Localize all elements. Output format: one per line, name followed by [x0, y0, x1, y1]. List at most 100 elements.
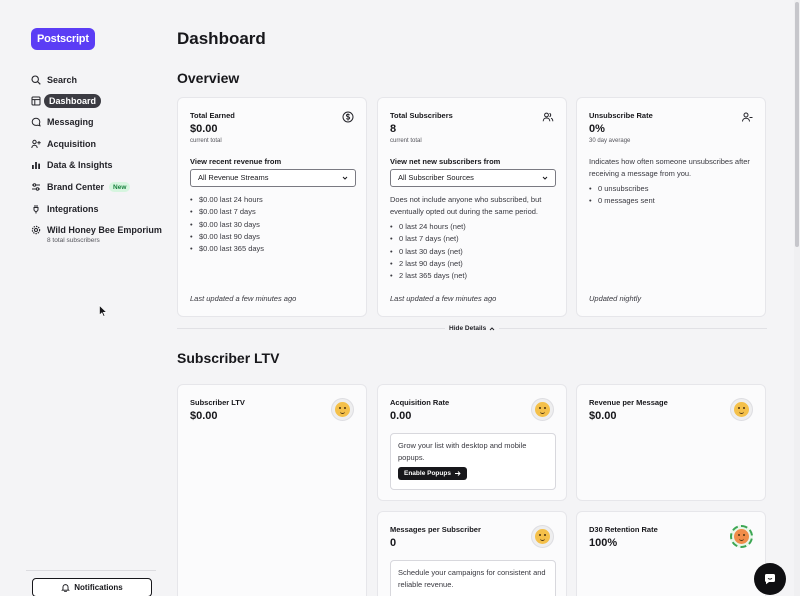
plug-icon	[31, 204, 41, 214]
card-title: Subscriber LTV	[190, 398, 245, 407]
chat-bubble-icon	[31, 117, 41, 127]
card-value: $0.00	[589, 410, 617, 422]
subscriber-count: 8 total subscribers	[47, 237, 100, 244]
card-subtext: current total	[390, 138, 422, 144]
acquisition-rate-card: Acquisition Rate 0.00 Grow your list wit…	[377, 384, 567, 501]
subscriber-ltv-title: Subscriber LTV	[177, 350, 280, 366]
sidebar-item-label: Dashboard	[44, 94, 102, 108]
total-earned-card: Total Earned $0.00 current total View re…	[177, 97, 367, 317]
last-updated-text: Last updated a few minutes ago	[390, 294, 497, 303]
emoji-face	[535, 529, 550, 544]
card-value: $0.00	[190, 410, 218, 422]
notifications-button[interactable]: Notifications	[32, 578, 152, 596]
sidebar-item-data-insights[interactable]: Data & Insights	[31, 157, 113, 173]
user-minus-icon	[741, 111, 753, 123]
subscriber-ltv-card: Subscriber LTV $0.00	[177, 384, 367, 596]
page-title: Dashboard	[177, 29, 266, 48]
card-value: 0	[390, 537, 397, 549]
list-item: 0 last 24 hours (net)	[390, 221, 467, 234]
d30-retention-card: D30 Retention Rate 100%	[576, 511, 766, 596]
notifications-area: Notifications	[26, 570, 156, 596]
list-item: $0.00 last 90 days	[190, 231, 264, 244]
emoji-face	[335, 402, 350, 417]
sidebar-item-label: Acquisition	[47, 139, 96, 149]
list-item: $0.00 last 30 days	[190, 219, 264, 232]
unsubscribe-rate-card: Unsubscribe Rate 0% 30 day average Indic…	[576, 97, 766, 317]
list-item: 2 last 365 days (net)	[390, 270, 467, 283]
card-subtext: 30 day average	[589, 138, 631, 144]
enable-popups-button[interactable]: Enable Popups	[398, 467, 467, 480]
revenue-list: $0.00 last 24 hours $0.00 last 7 days $0…	[190, 194, 264, 256]
sidebar-item-account[interactable]: Wild Honey Bee Emporium	[31, 222, 162, 238]
subscriber-source-select[interactable]: All Subscriber Sources	[390, 169, 556, 187]
list-item: $0.00 last 365 days	[190, 243, 264, 256]
card-value: 8	[390, 123, 397, 135]
subscribers-select-label: View net new subscribers from	[390, 157, 501, 166]
chevron-down-icon	[542, 175, 548, 181]
sidebar-item-label: Brand Center	[47, 182, 105, 192]
sidebar-item-brand-center[interactable]: Brand Center New	[31, 179, 131, 195]
card-value: 0.00	[390, 410, 412, 422]
sidebar-item-messaging[interactable]: Messaging	[31, 114, 94, 130]
sidebar-item-search[interactable]: Search	[31, 72, 77, 88]
unsubscribe-description: Indicates how often someone unsubscribes…	[589, 157, 750, 178]
popups-hint-box: Grow your list with desktop and mobile p…	[390, 433, 556, 490]
scrollbar-thumb[interactable]	[795, 2, 799, 247]
party-emoji-icon	[730, 525, 753, 548]
emoji-face	[535, 402, 550, 417]
sidebar-item-label: Integrations	[47, 204, 99, 214]
card-title: Total Earned	[190, 111, 235, 120]
new-badge: New	[109, 182, 131, 192]
card-title: Revenue per Message	[589, 398, 668, 407]
subscribers-description: Does not include anyone who subscribed, …	[390, 195, 542, 216]
notifications-label: Notifications	[74, 583, 123, 592]
sidebar-item-label: Data & Insights	[47, 160, 113, 170]
sidebar-item-dashboard[interactable]: Dashboard	[31, 93, 102, 109]
campaigns-hint-text: Schedule your campaigns for consistent a…	[398, 568, 546, 589]
select-value: All Revenue Streams	[198, 173, 269, 182]
updated-nightly-text: Updated nightly	[589, 294, 642, 303]
unsubscribe-list: 0 unsubscribes 0 messages sent	[589, 183, 655, 208]
users-icon	[542, 111, 554, 123]
list-item: $0.00 last 24 hours	[190, 194, 264, 207]
search-icon	[31, 75, 41, 85]
list-item: 0 last 30 days (net)	[390, 246, 467, 259]
hide-details-button[interactable]: Hide Details	[445, 325, 500, 332]
support-chat-button[interactable]	[754, 563, 786, 595]
card-value: 100%	[589, 537, 618, 549]
main-content: Dashboard Overview Total Earned $0.00 cu…	[165, 0, 800, 596]
list-item: 0 unsubscribes	[589, 183, 655, 196]
messages-per-subscriber-card: Messages per Subscriber 0 Schedule your …	[377, 511, 567, 596]
scrollbar[interactable]	[794, 0, 800, 596]
sidebar-item-integrations[interactable]: Integrations	[31, 201, 99, 217]
chat-icon	[765, 574, 775, 585]
sidebar-item-acquisition[interactable]: Acquisition	[31, 136, 96, 152]
layout-icon	[31, 96, 41, 106]
gear-icon	[31, 225, 41, 235]
chevron-down-icon	[342, 175, 348, 181]
bell-icon	[61, 583, 71, 592]
sidebar-item-label: Search	[47, 75, 78, 85]
arrow-right-icon	[454, 470, 461, 477]
revenue-select-label: View recent revenue from	[190, 157, 282, 166]
card-title: Acquisition Rate	[390, 398, 450, 407]
revenue-stream-select[interactable]: All Revenue Streams	[190, 169, 356, 187]
mouse-cursor-icon	[99, 305, 107, 317]
card-value: $0.00	[190, 123, 218, 135]
list-item: 0 messages sent	[589, 195, 655, 208]
revenue-per-message-card: Revenue per Message $0.00	[576, 384, 766, 501]
list-item: 2 last 90 days (net)	[390, 258, 467, 271]
overview-title: Overview	[177, 70, 240, 86]
dollar-circle-icon	[342, 111, 354, 123]
campaigns-hint-box: Schedule your campaigns for consistent a…	[390, 560, 556, 596]
subscribers-list: 0 last 24 hours (net) 0 last 7 days (net…	[390, 221, 467, 283]
postscript-logo[interactable]: Postscript	[31, 28, 95, 50]
sidebar-item-label: Messaging	[47, 117, 94, 127]
total-subscribers-card: Total Subscribers 8 current total View n…	[377, 97, 567, 317]
hide-details-label: Hide Details	[449, 325, 487, 332]
emoji-face	[734, 402, 749, 417]
thinking-emoji-icon	[531, 525, 554, 548]
popups-hint-text: Grow your list with desktop and mobile p…	[398, 441, 527, 462]
card-title: Unsubscribe Rate	[589, 111, 653, 120]
sliders-icon	[31, 182, 41, 192]
